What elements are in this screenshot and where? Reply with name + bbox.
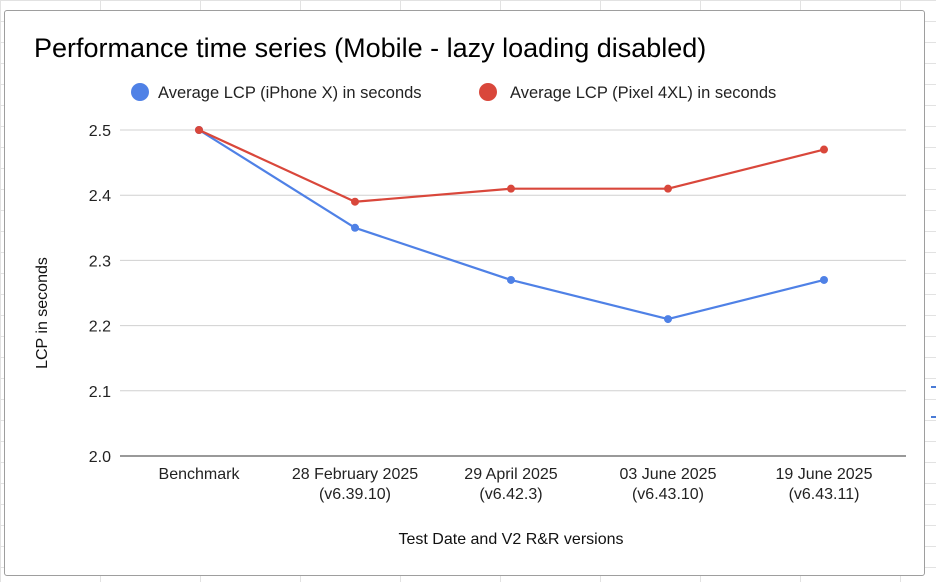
legend: Average LCP (iPhone X) in seconds Average… — [131, 83, 776, 102]
series-line-1 — [198, 129, 825, 321]
y-tick-label: 2.5 — [89, 123, 111, 140]
data-point — [195, 126, 203, 134]
y-tick-label: 2.1 — [89, 384, 111, 401]
x-tick-label: (v6.43.11) — [789, 486, 860, 503]
x-tick-label: 03 June 2025 — [620, 466, 717, 483]
data-point — [664, 184, 672, 193]
chart-title: Performance time series (Mobile - lazy l… — [34, 33, 706, 63]
data-point — [507, 275, 515, 284]
y-tick-label: 2.0 — [89, 449, 111, 466]
y-tick-label: 2.4 — [89, 188, 111, 205]
legend-marker — [479, 83, 497, 101]
x-tick-label: (v6.43.10) — [632, 486, 704, 503]
legend-label: Average LCP (iPhone X) in seconds — [158, 84, 422, 102]
x-axis-ticks: Benchmark 28 February 2025 (v6.39.10) 29 Ap… — [159, 466, 873, 503]
x-tick-label: (v6.39.10) — [319, 486, 391, 503]
data-point — [507, 184, 515, 193]
y-tick-label: 2.3 — [89, 253, 111, 270]
legend-label: Average LCP (Pixel 4XL) in seconds — [510, 84, 776, 102]
x-tick-label: 28 February 2025 — [292, 466, 418, 483]
x-tick-label: 29 April 2025 — [464, 466, 558, 483]
x-tick-label: 19 June 2025 — [776, 466, 873, 483]
legend-marker — [131, 83, 149, 101]
data-point — [351, 197, 359, 206]
data-point — [820, 145, 828, 154]
cell-selection-mark — [931, 416, 936, 418]
y-axis-ticks: 2.0 2.1 2.2 2.3 2.4 2.5 — [89, 123, 111, 466]
y-tick-label: 2.2 — [89, 319, 111, 336]
data-point — [820, 275, 828, 284]
data-point — [664, 315, 672, 324]
x-axis-title: Test Date and V2 R&R versions — [399, 531, 624, 548]
data-point — [351, 223, 359, 232]
cell-selection-mark — [931, 386, 936, 388]
y-axis-title: LCP in seconds — [34, 257, 51, 369]
x-tick-label: (v6.42.3) — [479, 486, 542, 503]
x-tick-label: Benchmark — [159, 466, 241, 483]
gridlines — [120, 129, 906, 457]
series-lines — [195, 126, 828, 324]
